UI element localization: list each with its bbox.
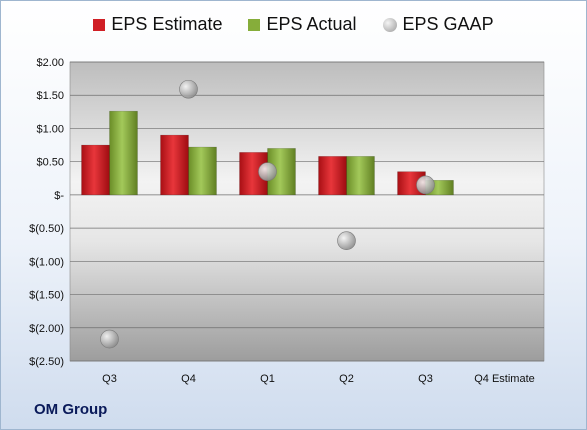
legend-label-eps-actual: EPS Actual: [266, 14, 357, 34]
eps-gaap-point: [416, 175, 435, 195]
x-tick-labels: Q3 Q4 Q1 Q2 Q3 Q4 Estimate: [102, 373, 535, 385]
legend-label-eps-estimate: EPS Estimate: [111, 14, 223, 34]
eps-gaap-point: [179, 79, 198, 99]
x-tick-label: Q4: [181, 373, 196, 385]
eps-gaap-point: [258, 162, 277, 181]
eps-actual-bar: [188, 146, 217, 196]
legend-swatch-eps-gaap: [382, 17, 397, 32]
x-tick-label: Q3: [102, 373, 117, 385]
y-tick-label: $(1.50): [29, 290, 64, 302]
eps-estimate-bar: [318, 156, 347, 196]
eps-actual-bar: [346, 156, 375, 196]
eps-actual-bar: [109, 110, 138, 196]
legend-item-eps-actual: EPS Actual: [248, 14, 357, 35]
legend-item-eps-estimate: EPS Estimate: [93, 14, 222, 35]
x-tick-label: Q2: [339, 373, 354, 385]
x-tick-label: Q3: [418, 373, 433, 385]
y-tick-label: $2.00: [36, 57, 64, 69]
legend: EPS Estimate EPS Actual EPS GAAP: [0, 14, 587, 35]
y-tick-labels: $2.00 $1.50 $1.00 $0.50 $- $(0.50) $(1.00) $(1.…: [29, 57, 64, 368]
plot-area: [69, 61, 545, 362]
bars: [81, 110, 454, 196]
x-tick-label: Q1: [260, 373, 275, 385]
legend-label-eps-gaap: EPS GAAP: [402, 14, 494, 34]
y-tick-label: $(0.50): [29, 223, 64, 235]
y-tick-label: $1.00: [36, 123, 64, 135]
legend-swatch-eps-estimate: [93, 18, 106, 31]
legend-swatch-eps-actual: [248, 18, 261, 31]
y-tick-label: $(2.50): [29, 356, 64, 368]
x-tick-label: Q4 Estimate: [474, 373, 535, 385]
y-tick-label: $(2.00): [29, 323, 64, 335]
eps-gaap-point: [100, 329, 119, 349]
gaap-points: [100, 79, 435, 349]
legend-item-eps-gaap: EPS GAAP: [382, 14, 494, 35]
y-tick-label: $0.50: [36, 157, 64, 169]
eps-estimate-bar: [160, 134, 189, 196]
eps-gaap-point: [337, 231, 356, 251]
eps-estimate-bar: [81, 144, 110, 196]
gridlines: [70, 61, 544, 362]
company-name: OM Group: [34, 401, 108, 418]
y-tick-label: $1.50: [36, 90, 64, 102]
y-tick-label: $(1.00): [29, 256, 64, 268]
y-tick-label: $-: [54, 190, 64, 202]
